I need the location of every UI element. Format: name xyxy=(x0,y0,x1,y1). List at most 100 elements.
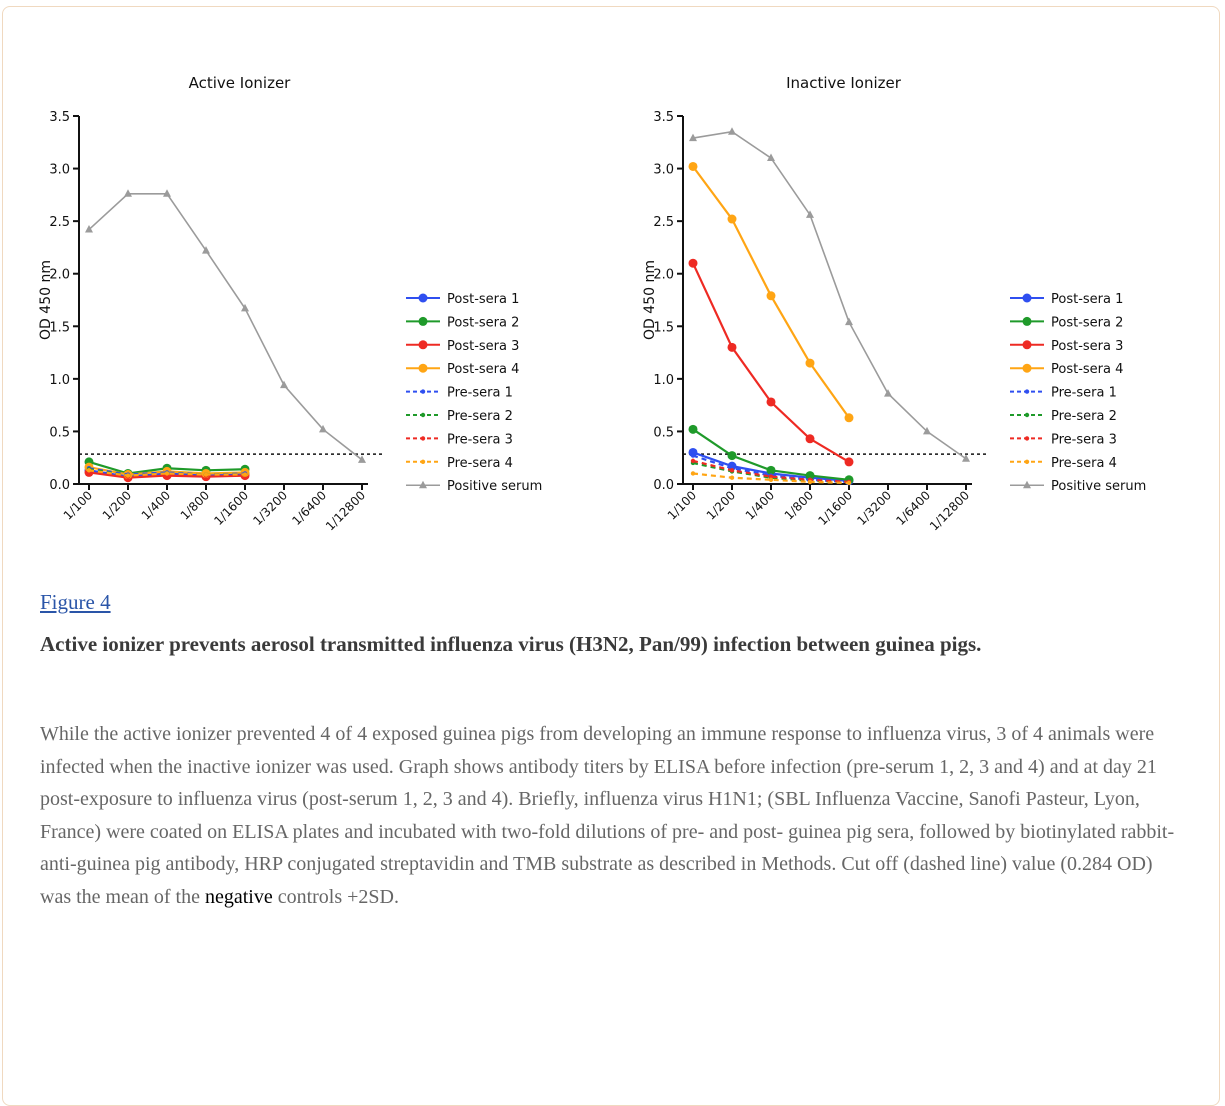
data-point-positive-serum xyxy=(358,455,366,463)
y-tick-label: 2.5 xyxy=(49,215,70,230)
legend-marker-post-sera-4 xyxy=(1022,363,1032,373)
x-tick-label: 1/800 xyxy=(178,488,212,522)
legend-label-pre-sera-2: Pre-sera 2 xyxy=(1051,409,1117,424)
x-tick-label: 1/800 xyxy=(782,488,816,522)
description-text-1: While the active ionizer prevented 4 of … xyxy=(40,723,1175,908)
data-point-pre-sera-1 xyxy=(690,453,696,458)
data-point-post-sera-2 xyxy=(766,465,776,475)
data-point-pre-sera-4 xyxy=(125,473,131,478)
y-tick-label: 2.5 xyxy=(653,215,674,230)
x-tick-label: 1/12800 xyxy=(323,488,368,533)
legend-label-post-sera-2: Post-sera 2 xyxy=(1051,315,1123,330)
data-point-post-sera-4 xyxy=(766,291,776,301)
y-axis-label: OD 450 nm xyxy=(38,260,54,340)
data-point-positive-serum xyxy=(280,380,288,389)
legend-marker-pre-sera-2 xyxy=(420,412,426,418)
x-tick-label: 1/1600 xyxy=(211,488,251,528)
legend-marker-positive-serum xyxy=(1023,480,1031,489)
data-point-pre-sera-4 xyxy=(86,468,92,473)
data-point-pre-sera-4 xyxy=(203,472,209,477)
legend-label-pre-sera-3: Pre-sera 3 xyxy=(1051,432,1117,447)
legend-label-post-sera-1: Post-sera 1 xyxy=(1051,292,1123,307)
y-tick-label: 3.5 xyxy=(653,110,674,125)
data-point-pre-sera-4 xyxy=(729,475,735,480)
legend-label-post-sera-3: Post-sera 3 xyxy=(1051,339,1123,354)
data-point-post-sera-4 xyxy=(688,161,698,171)
y-tick-label: 0.0 xyxy=(49,478,70,493)
chart-title: Inactive Ionizer xyxy=(786,74,902,92)
legend-label-post-sera-1: Post-sera 1 xyxy=(447,292,519,307)
data-point-pre-sera-4 xyxy=(846,480,852,486)
y-tick-label: 1.5 xyxy=(49,320,70,335)
legend-label-pre-sera-4: Pre-sera 4 xyxy=(447,456,513,471)
figure-description: While the active ionizer prevented 4 of … xyxy=(40,718,1180,913)
data-point-positive-serum xyxy=(923,426,931,435)
chart-active-ionizer: Active Ionizer OD 450 nm 0.0 0.5 1.0 1.5 2.0 2.… xyxy=(36,66,606,536)
data-point-pre-sera-4 xyxy=(807,479,813,485)
legend-marker-pre-sera-3 xyxy=(1024,436,1030,441)
data-point-positive-serum xyxy=(163,189,171,197)
x-tick-label: 1/12800 xyxy=(927,488,972,533)
legend-label-positive-serum: Positive serum xyxy=(1051,479,1146,494)
legend-label-pre-sera-1: Pre-sera 1 xyxy=(1051,386,1117,401)
x-tick-label: 1/200 xyxy=(100,488,134,522)
y-tick-label: 3.5 xyxy=(49,110,70,125)
x-tick-label: 1/3200 xyxy=(250,488,290,528)
data-point-positive-serum xyxy=(806,210,814,218)
data-point-positive-serum xyxy=(124,189,132,197)
legend-marker-positive-serum xyxy=(419,480,427,489)
legend-marker-post-sera-3 xyxy=(418,340,428,350)
legend-label-positive-serum: Positive serum xyxy=(447,479,542,494)
legend-marker-pre-sera-4 xyxy=(1024,459,1030,464)
x-tick-label: 1/100 xyxy=(61,488,95,522)
legend-marker-post-sera-1 xyxy=(418,293,428,303)
data-point-post-sera-2 xyxy=(727,451,737,461)
data-point-pre-sera-3 xyxy=(729,468,735,473)
legend-label-pre-sera-1: Pre-sera 1 xyxy=(447,386,513,401)
y-tick-label: 0.0 xyxy=(653,478,674,493)
data-point-positive-serum xyxy=(689,133,697,142)
data-point-post-sera-3 xyxy=(766,397,776,407)
y-tick-label: 3.0 xyxy=(653,163,674,178)
legend-marker-pre-sera-1 xyxy=(420,389,426,394)
chart-active-ionizer-svg: Active Ionizer OD 450 nm 0.0 0.5 1.0 1.5 2.0 2.… xyxy=(38,74,542,533)
legend-marker-post-sera-3 xyxy=(1022,340,1032,350)
legend-marker-pre-sera-4 xyxy=(420,459,426,464)
legend-label-post-sera-2: Post-sera 2 xyxy=(447,315,519,330)
series-line-pre-sera-4 xyxy=(88,469,245,477)
data-point-post-sera-3 xyxy=(688,258,698,268)
legend-label-post-sera-4: Post-sera 4 xyxy=(1051,362,1123,377)
x-tick-label: 1/200 xyxy=(704,488,738,522)
legend-marker-post-sera-1 xyxy=(1022,293,1032,303)
data-point-positive-serum xyxy=(767,153,775,162)
data-point-pre-sera-4 xyxy=(242,472,248,477)
x-tick-label: 1/1600 xyxy=(815,488,855,528)
x-tick-label: 1/3200 xyxy=(854,488,894,528)
data-point-positive-serum xyxy=(202,246,210,254)
legend-marker-post-sera-2 xyxy=(1022,316,1032,326)
data-point-post-sera-4 xyxy=(727,214,737,224)
description-text-2: controls +2SD. xyxy=(272,885,399,908)
y-tick-label: 0.5 xyxy=(653,425,674,440)
data-point-positive-serum xyxy=(884,389,892,397)
figure-link[interactable]: Figure 4 xyxy=(40,590,111,614)
x-tick-label: 1/100 xyxy=(665,488,699,522)
data-point-pre-sera-3 xyxy=(768,474,774,479)
legend-marker-post-sera-4 xyxy=(418,363,428,373)
y-tick-label: 1.5 xyxy=(653,320,674,335)
series-line-positive-serum xyxy=(88,193,363,461)
data-point-pre-sera-4 xyxy=(690,471,696,476)
data-point-positive-serum xyxy=(319,424,327,433)
y-tick-label: 2.0 xyxy=(49,268,70,283)
data-point-post-sera-3 xyxy=(727,342,737,352)
chart-inactive-ionizer-svg: Inactive Ionizer OD 450 nm 0.0 0.5 1.0 1.5 2.0… xyxy=(642,74,1146,533)
series-line-pre-sera-4 xyxy=(692,472,850,485)
legend-marker-pre-sera-1 xyxy=(1024,389,1030,394)
legend-label-pre-sera-2: Pre-sera 2 xyxy=(447,409,513,424)
legend-label-pre-sera-3: Pre-sera 3 xyxy=(447,432,513,447)
x-tick-label: 1/400 xyxy=(139,488,173,522)
legend-label-post-sera-3: Post-sera 3 xyxy=(447,339,519,354)
figure-card xyxy=(2,6,1220,1106)
data-point-pre-sera-4 xyxy=(768,477,774,482)
data-point-post-sera-2 xyxy=(688,424,698,434)
